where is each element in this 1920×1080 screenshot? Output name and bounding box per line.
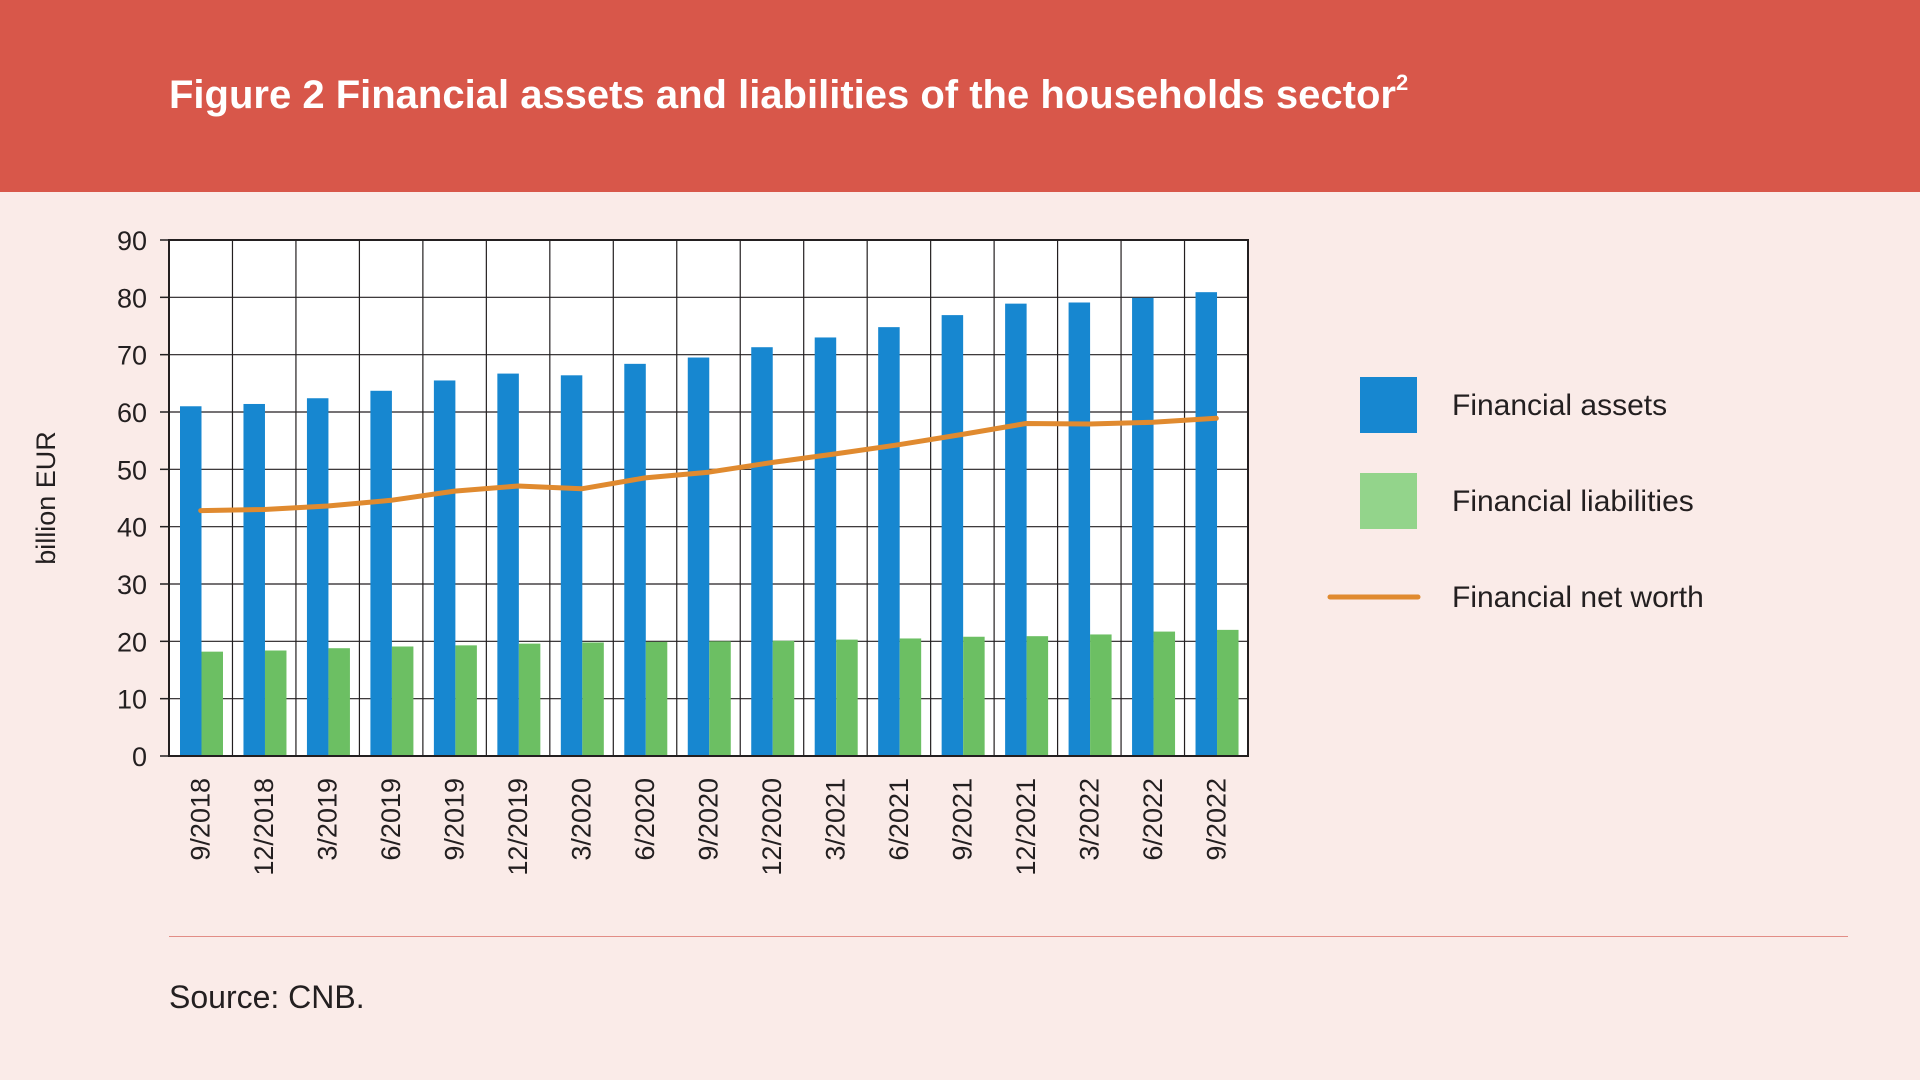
y-tick-label: 80 xyxy=(117,283,147,313)
x-axis-ticks: 9/2018 12/2018 3/2019 6/2019 9/2019 12/2019 3/… xyxy=(186,778,1232,876)
asset-bar-12-2020 xyxy=(751,347,773,756)
x-tick-label: 9/2022 xyxy=(1201,778,1231,861)
liability-bar-6-2022 xyxy=(1153,631,1176,756)
legend-label: Financial liabilities xyxy=(1452,485,1694,518)
asset-bar-3-2021 xyxy=(814,337,837,756)
asset-bar-6-2019 xyxy=(370,390,392,756)
liability-bar-6-2020 xyxy=(645,641,668,756)
bars xyxy=(180,292,1239,756)
x-tick-label: 9/2021 xyxy=(947,778,977,861)
liability-bar-9-2020 xyxy=(709,641,731,756)
y-tick-label: 50 xyxy=(117,455,147,485)
asset-bar-9-2020 xyxy=(687,357,710,756)
x-tick-label: 3/2022 xyxy=(1074,778,1104,861)
asset-bar-3-2020 xyxy=(560,375,583,756)
x-tick-label: 6/2019 xyxy=(376,778,406,861)
y-tick-label: 30 xyxy=(117,570,147,600)
source-divider xyxy=(169,936,1848,937)
liability-bar-3-2022 xyxy=(1090,634,1112,756)
y-tick-label: 70 xyxy=(117,341,147,371)
liability-bar-9-2021 xyxy=(963,636,985,756)
y-axis-label: billion EUR xyxy=(31,431,61,565)
x-tick-label: 9/2020 xyxy=(694,778,724,861)
legend-swatch-assets xyxy=(1360,377,1417,433)
liability-bar-9-2022 xyxy=(1217,629,1239,756)
liability-bar-3-2019 xyxy=(328,648,350,756)
asset-bar-9-2021 xyxy=(941,315,964,756)
y-tick-label: 60 xyxy=(117,398,147,428)
net-worth-line xyxy=(198,415,1219,514)
y-tick-label: 20 xyxy=(117,627,147,657)
vertical-gridlines xyxy=(231,240,1186,756)
legend-swatch-liabilities xyxy=(1360,473,1417,529)
liability-bar-6-2021 xyxy=(899,638,922,756)
net-worth-line-group xyxy=(198,415,1219,514)
x-tick-label: 9/2019 xyxy=(440,778,470,861)
x-tick-label: 12/2021 xyxy=(1011,778,1041,876)
y-tick-label: 0 xyxy=(132,742,147,772)
x-tick-label: 9/2018 xyxy=(186,778,216,861)
figure-title: Figure 2 Financial assets and liabilitie… xyxy=(169,70,1408,118)
x-tick-label: 6/2021 xyxy=(884,778,914,861)
x-tick-label: 12/2019 xyxy=(503,778,533,876)
x-tick-label: 12/2018 xyxy=(249,778,279,876)
asset-bar-9-2019 xyxy=(433,380,456,756)
plot-border xyxy=(168,239,1249,757)
x-tick-label: 3/2021 xyxy=(820,778,850,861)
liability-bar-12-2019 xyxy=(518,643,541,756)
y-tick-label: 10 xyxy=(117,685,147,715)
liability-bar-9-2019 xyxy=(455,645,477,756)
asset-bar-12-2021 xyxy=(1005,303,1027,756)
liability-bar-12-2020 xyxy=(772,640,795,756)
legend: Financial assets Financial liabilities Fin… xyxy=(1327,377,1704,614)
asset-bar-6-2022 xyxy=(1132,297,1154,756)
y-tick-label: 90 xyxy=(117,226,147,256)
footnote-marker: 2 xyxy=(1395,70,1409,95)
asset-bar-9-2018 xyxy=(180,406,202,756)
y-tick-label: 40 xyxy=(117,513,147,543)
x-tick-label: 6/2020 xyxy=(630,778,660,861)
asset-bar-12-2018 xyxy=(243,403,265,756)
figure-title-text: Figure 2 Financial assets and liabilitie… xyxy=(169,73,1396,117)
x-tick-label: 3/2020 xyxy=(567,778,597,861)
legend-label: Financial assets xyxy=(1452,389,1667,422)
y-axis-ticks: 0 10 20 30 40 50 60 70 80 90 xyxy=(117,226,169,772)
asset-bar-3-2019 xyxy=(306,398,329,756)
liability-bar-3-2021 xyxy=(836,639,858,756)
liability-bar-6-2019 xyxy=(391,646,414,756)
x-tick-label: 12/2020 xyxy=(757,778,787,876)
asset-bar-6-2020 xyxy=(624,363,646,756)
legend-label: Financial net worth xyxy=(1452,581,1704,614)
liability-bar-12-2018 xyxy=(264,650,287,756)
asset-bar-6-2021 xyxy=(878,327,900,756)
liability-bar-3-2020 xyxy=(582,642,604,756)
source-note: Source: CNB. xyxy=(169,979,365,1015)
liability-bar-9-2018 xyxy=(201,651,223,756)
asset-bar-9-2022 xyxy=(1195,292,1218,756)
x-tick-label: 3/2019 xyxy=(313,778,343,861)
liability-bar-12-2021 xyxy=(1026,636,1049,756)
x-tick-label: 6/2022 xyxy=(1138,778,1168,861)
figure-header: Figure 2 Financial assets and liabilitie… xyxy=(0,0,1920,192)
chart: 0 10 20 30 40 50 60 70 80 90 9/2018 12/2018 3/2019 6… xyxy=(31,226,1704,876)
asset-bar-12-2019 xyxy=(497,373,519,756)
asset-bar-3-2022 xyxy=(1068,302,1091,756)
